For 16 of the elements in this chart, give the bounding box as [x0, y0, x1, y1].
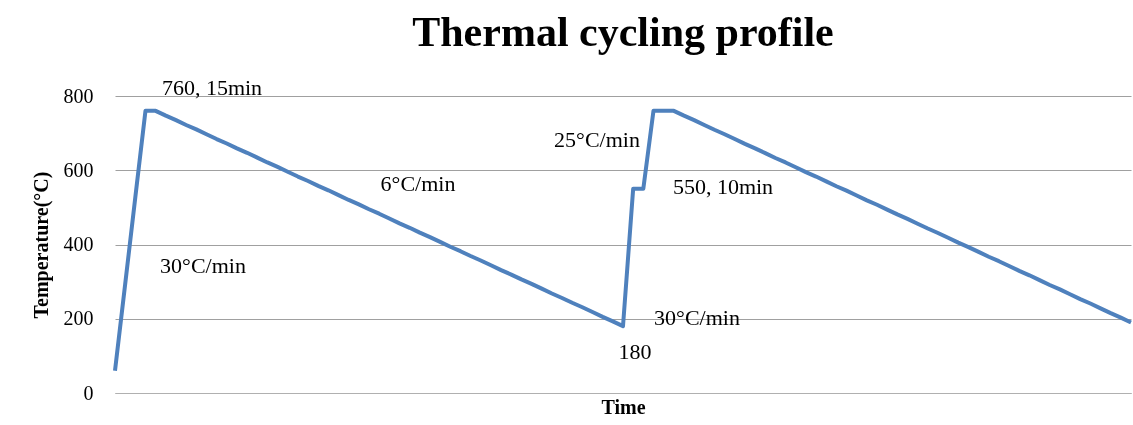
- annotation: 180: [618, 339, 652, 364]
- y-axis-title: Temperature(°C): [29, 171, 53, 319]
- annotation: 25°C/min: [554, 127, 640, 152]
- y-tick-label: 400: [63, 233, 94, 255]
- y-tick-label: 0: [83, 381, 94, 404]
- y-tick-label: 800: [63, 84, 94, 107]
- x-axis-title: Time: [601, 395, 646, 418]
- y-tick-label: 200: [63, 307, 94, 330]
- annotation: 760, 15min: [161, 75, 263, 100]
- annotation: 6°C/min: [380, 171, 456, 196]
- annotation: 30°C/min: [160, 253, 246, 278]
- annotation: 30°C/min: [654, 305, 740, 330]
- line-series: [113, 108, 1133, 373]
- y-tick-label: 600: [63, 158, 94, 181]
- chart-title: Thermal cycling profile: [412, 9, 834, 55]
- annotation: 550, 10min: [672, 174, 774, 199]
